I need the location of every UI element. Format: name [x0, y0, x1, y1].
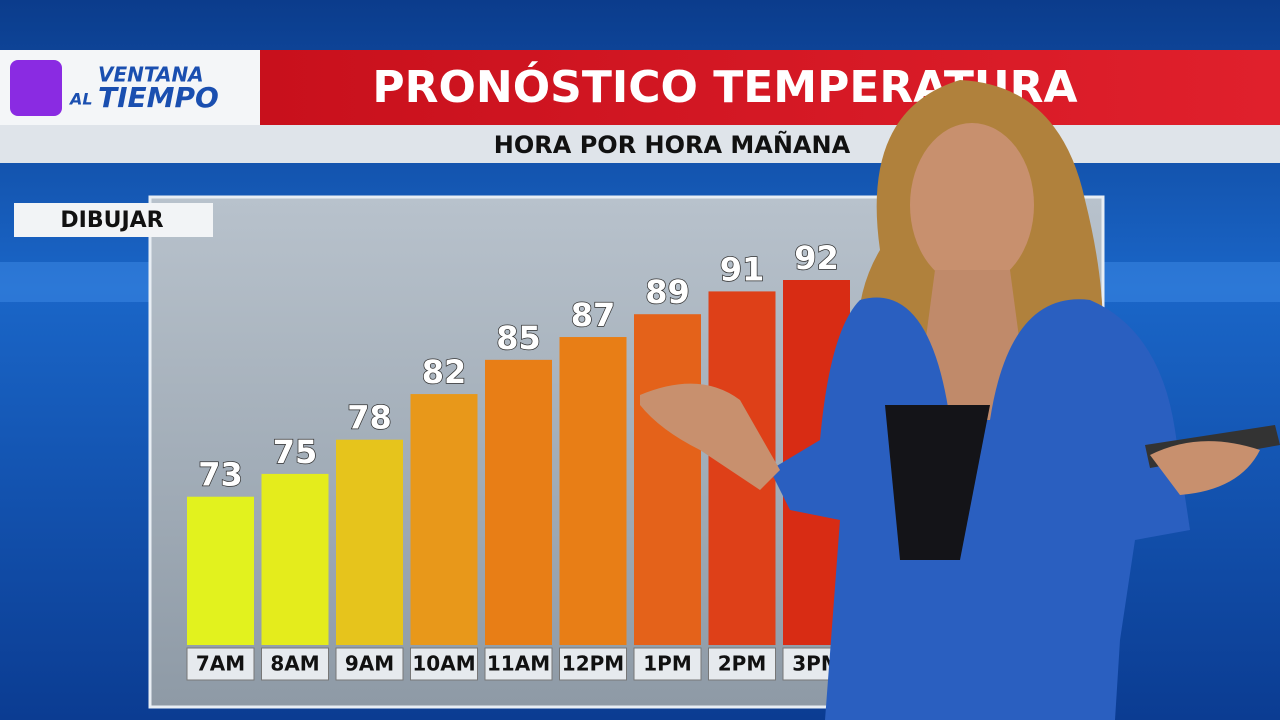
presenter	[640, 80, 1280, 720]
logo-text: AL	[68, 90, 93, 109]
hand	[640, 383, 780, 490]
category-box	[633, 647, 702, 681]
bar	[336, 439, 403, 645]
bar	[559, 337, 627, 645]
hand	[1150, 441, 1260, 495]
value-label: 87	[571, 296, 616, 334]
chart-subtitle: HORA POR HORA MAÑANA	[494, 130, 851, 159]
category-box	[708, 647, 776, 681]
x-tick-label: 12PM	[562, 652, 624, 676]
x-tick-label: 11AM	[487, 652, 550, 676]
draw-button-label[interactable]: DIBUJAR	[60, 208, 163, 233]
value-label: 89	[645, 273, 690, 311]
value-label: 92	[794, 239, 839, 277]
category-box	[410, 647, 478, 681]
bar	[187, 496, 254, 645]
category-box	[261, 647, 329, 681]
logo-text: TIEMPO	[98, 81, 219, 114]
category-box	[559, 647, 627, 681]
value-label: 78	[347, 399, 392, 437]
x-tick-label: 10AM	[412, 652, 475, 676]
x-tick-label: 8AM	[270, 652, 319, 676]
bar	[410, 394, 478, 645]
x-tick-label: 7AM	[196, 652, 245, 676]
top	[885, 405, 990, 560]
category-box	[186, 647, 255, 681]
bar	[485, 359, 552, 645]
face	[910, 123, 1034, 287]
title-banner	[260, 50, 1280, 125]
value-label: 85	[496, 319, 541, 357]
value-label: 73	[198, 456, 243, 494]
x-tick-label: 9AM	[345, 652, 394, 676]
x-tick-label: 2PM	[718, 652, 766, 676]
draw-button[interactable]	[14, 203, 213, 237]
value-label: 91	[720, 250, 765, 288]
category-box	[484, 647, 553, 681]
bar	[634, 314, 701, 645]
value-label: 82	[422, 353, 467, 391]
jacket	[770, 297, 1190, 720]
logo-icon	[10, 60, 62, 116]
category-box	[335, 647, 404, 681]
x-tick-label: 1PM	[643, 652, 691, 676]
value-label: 75	[273, 433, 318, 471]
logo-text: VENTANA	[98, 63, 204, 87]
bar	[261, 473, 329, 645]
